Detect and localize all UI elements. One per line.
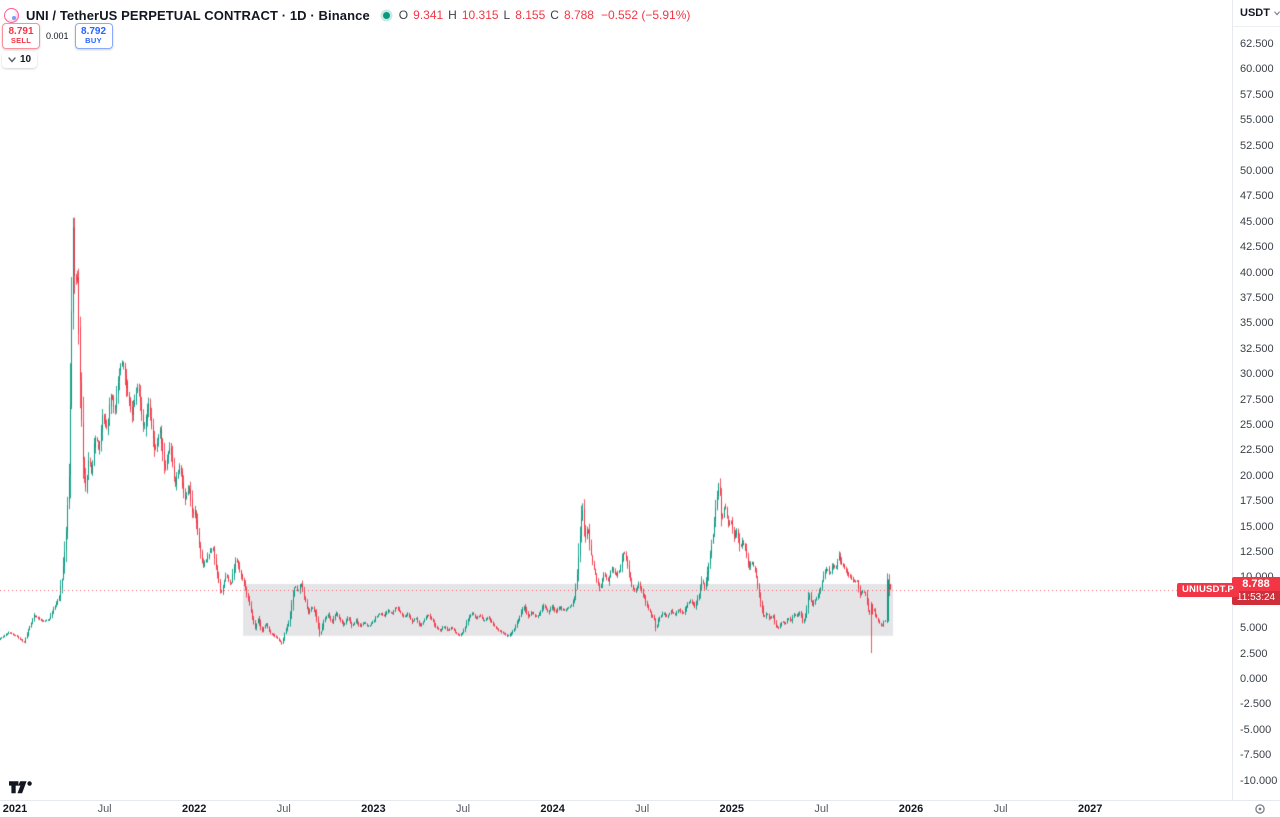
sell-price: 8.791	[8, 25, 34, 37]
market-status-icon[interactable]	[382, 11, 390, 19]
low-label: L	[503, 8, 511, 22]
price-tick-label: 35.000	[1240, 317, 1274, 330]
time-axis[interactable]: 2021 Jul 2022 Jul 2023 Jul 2024 Jul 2025 Jul 2026 J…	[0, 800, 1232, 817]
ohlc-values: O 9.341 H 10.315 L 8.155 C 8.788 −0.552 (−5.…	[399, 8, 691, 22]
price-tick-label: -10.000	[1240, 774, 1278, 787]
close-label: C	[550, 8, 559, 22]
time-tick-label: Jul	[455, 803, 471, 815]
price-tick-label: 52.500	[1240, 139, 1274, 152]
price-tick-label: 62.500	[1240, 38, 1274, 50]
time-tick-label: 2026	[898, 803, 924, 815]
price-tick-label: 12.500	[1240, 546, 1274, 558]
chart-header: UNI / TetherUS PERPETUAL CONTRACT · 1D ·…	[4, 5, 690, 25]
price-tick-label: 47.500	[1240, 190, 1274, 203]
currency-label: USDT	[1240, 7, 1270, 19]
price-line-symbol-label: UNIUSDT.P	[1177, 582, 1239, 598]
price-tick-label: 60.000	[1240, 63, 1274, 76]
price-tick-label: -2.500	[1240, 698, 1272, 711]
spread-value: 0.001	[46, 31, 69, 41]
time-tick-label: Jul	[635, 803, 650, 815]
high-label: H	[448, 8, 457, 22]
price-tick-label: 57.500	[1240, 88, 1274, 101]
buy-button[interactable]: 8.792 BUY	[74, 23, 113, 49]
price-tick-label: -5.000	[1240, 723, 1272, 736]
price-tick-label: 40.000	[1240, 266, 1274, 279]
price-tick-label: 20.000	[1240, 469, 1274, 482]
settings-gear-icon[interactable]	[1254, 803, 1266, 815]
price-tick-label: 27.500	[1240, 393, 1274, 406]
price-tick-label: 37.500	[1240, 292, 1274, 304]
time-tick-label: Jul	[814, 803, 829, 815]
time-tick-label: 2023	[361, 803, 386, 815]
time-tick-label: 2027	[1077, 803, 1103, 815]
open-label: O	[398, 8, 409, 22]
price-tick-label: 25.000	[1240, 419, 1274, 431]
time-tick-label: 2022	[181, 803, 207, 815]
price-tick-label: 2.500	[1240, 647, 1268, 660]
price-tick-label: 55.000	[1240, 114, 1274, 127]
price-tick-label: 5.000	[1240, 622, 1268, 635]
price-tick-label: 45.000	[1240, 215, 1274, 228]
symbol-title[interactable]: UNI / TetherUS PERPETUAL CONTRACT · 1D ·…	[26, 7, 370, 23]
buy-button-label: BUY	[85, 36, 102, 46]
change-value: −0.552 (−5.91%)	[600, 8, 691, 22]
buy-price: 8.792	[81, 25, 107, 37]
open-value: 9.341	[413, 8, 444, 22]
low-value: 8.155	[515, 8, 546, 22]
candlestick-chart-canvas[interactable]	[0, 0, 1232, 800]
tradingview-logo-icon[interactable]	[9, 781, 33, 797]
price-tick-label: 22.500	[1240, 444, 1274, 457]
price-tick-label: 15.000	[1240, 520, 1274, 533]
uni-token-logo-icon	[4, 7, 19, 23]
lot-size-dropdown[interactable]: 10	[2, 51, 38, 68]
bar-close-countdown: 11:53:24	[1232, 590, 1280, 605]
time-tick-label: Jul	[276, 803, 291, 815]
price-tick-label: 42.500	[1240, 241, 1274, 254]
time-tick-label: 2024	[540, 803, 565, 815]
price-tick-label: 0.000	[1240, 673, 1268, 685]
chevron-down-icon	[8, 56, 16, 63]
last-price-value: 8.788	[1242, 577, 1270, 590]
high-value: 10.315	[461, 8, 499, 22]
close-value: 8.788	[563, 8, 594, 22]
price-axis[interactable]: USDT 62.500 60.000 57.500 55.000 52.500 50.00…	[1232, 0, 1280, 800]
price-tick-label: 50.000	[1240, 165, 1274, 177]
price-tick-label: 17.500	[1240, 495, 1274, 508]
currency-dropdown-caret-icon	[1274, 10, 1280, 15]
price-tick-label: 32.500	[1240, 342, 1274, 355]
currency-selector[interactable]: USDT	[1233, 0, 1280, 27]
lot-size-value: 10	[20, 54, 32, 65]
last-price-label: 8.788 11:53:24	[1232, 576, 1280, 605]
axis-corner	[1232, 800, 1280, 817]
sell-button-label: SELL	[10, 36, 32, 46]
time-tick-label: Jul	[993, 803, 1008, 815]
price-tick-label: -7.500	[1240, 749, 1272, 762]
time-tick-label: 2025	[719, 803, 745, 815]
trade-panel: 8.791 SELL 0.001 8.792 BUY	[2, 23, 113, 49]
price-tick-label: 30.000	[1240, 368, 1274, 381]
time-tick-label: Jul	[97, 803, 112, 815]
time-tick-label: 2021	[2, 803, 28, 815]
sell-button[interactable]: 8.791 SELL	[2, 23, 40, 49]
